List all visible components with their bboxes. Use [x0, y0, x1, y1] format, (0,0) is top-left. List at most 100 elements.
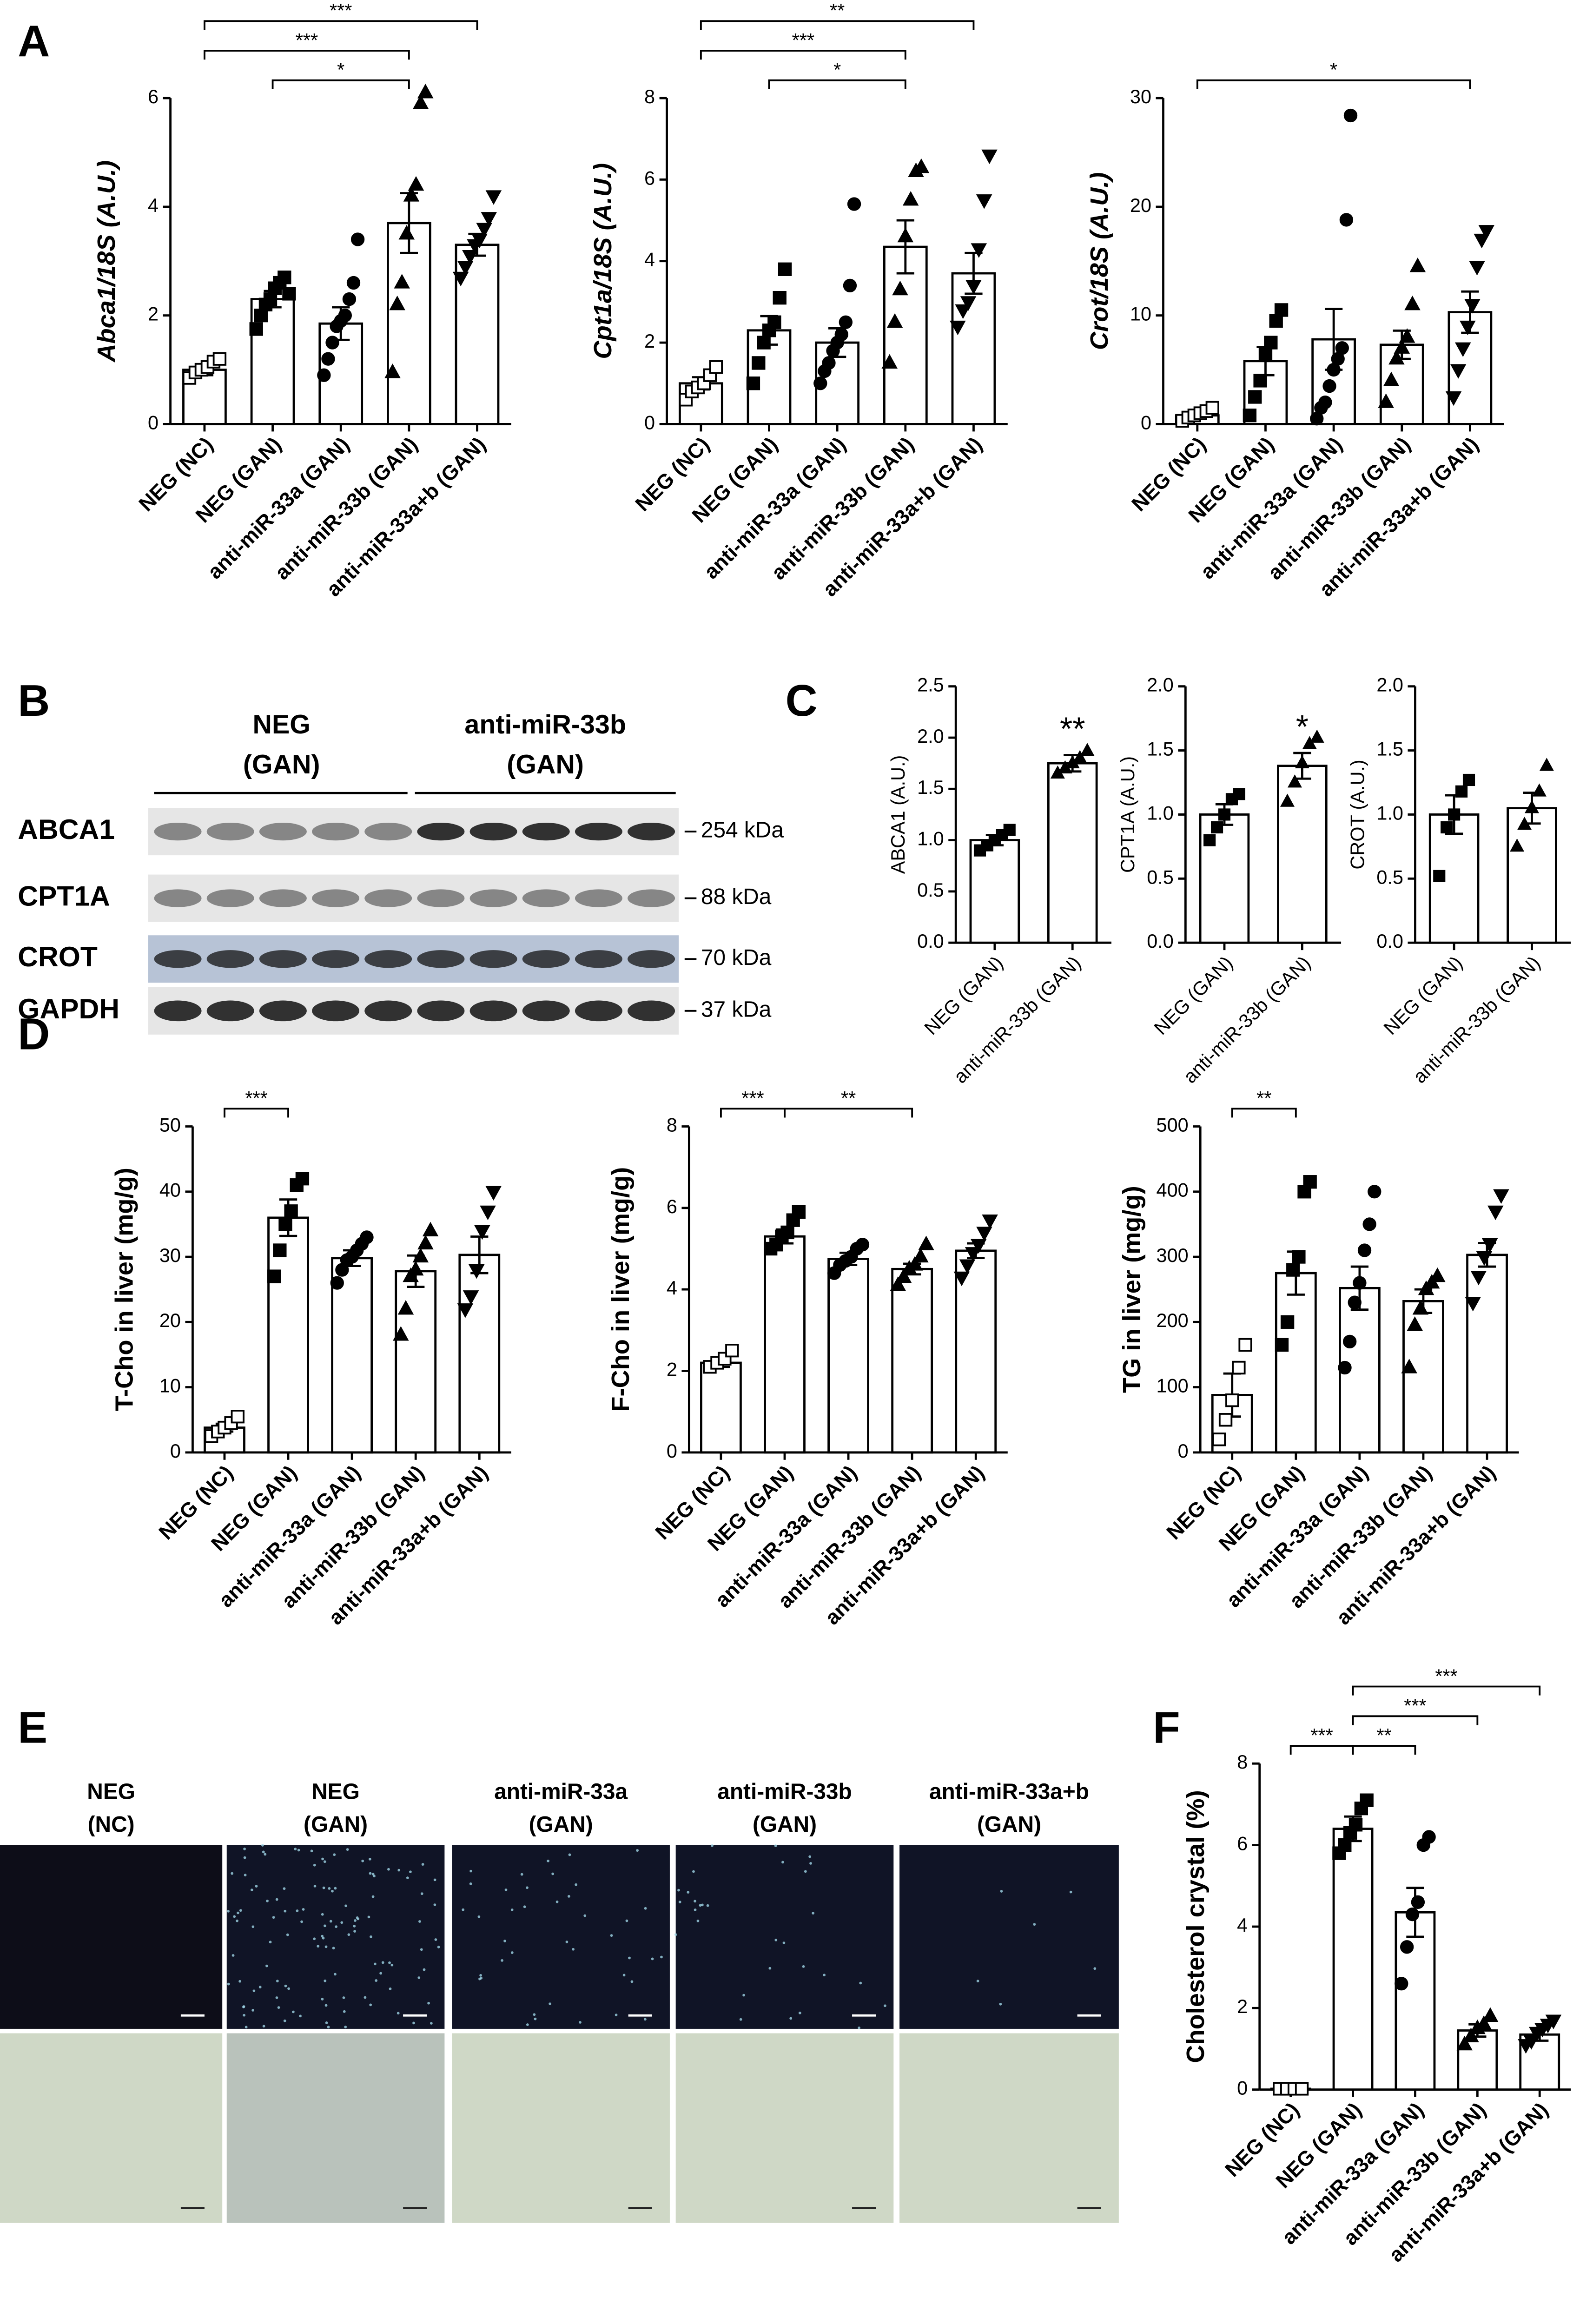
data-point [971, 243, 987, 258]
protein-label: GAPDH [18, 993, 119, 1024]
y-tick-label: 10 [159, 1375, 181, 1397]
crystal-speck [409, 1870, 412, 1874]
crystal-speck [469, 1882, 472, 1885]
y-tick-label: 0 [1178, 1440, 1189, 1462]
data-point [971, 1239, 987, 1254]
crystal-speck [884, 2004, 886, 2007]
data-point [709, 360, 723, 374]
blot-band [575, 1000, 622, 1022]
crystal-speck [583, 1914, 587, 1917]
crystal-speck [347, 1933, 350, 1936]
sig-label: *** [1310, 1724, 1333, 1746]
blot-band [522, 889, 570, 907]
data-point [1210, 821, 1223, 834]
data-point [780, 1225, 794, 1240]
data-point [1510, 838, 1525, 852]
data-point [1524, 800, 1540, 813]
crystal-speck [1000, 1890, 1003, 1893]
data-point [457, 1303, 474, 1318]
crystal-speck [266, 1899, 269, 1902]
y-tick-label: 30 [1130, 86, 1151, 107]
crystal-speck [644, 2018, 647, 2021]
data-point [212, 352, 227, 366]
data-point [1292, 1250, 1306, 1264]
crystal-speck [808, 1855, 811, 1858]
sig-label: ** [841, 1087, 856, 1109]
data-point [1302, 736, 1317, 749]
y-tick-label: 300 [1157, 1244, 1189, 1266]
crystal-speck [462, 1908, 465, 1911]
data-point [1462, 773, 1475, 786]
y-tick-label: 40 [159, 1179, 181, 1201]
crystal-speck [547, 1859, 549, 1862]
data-point [1399, 328, 1415, 343]
crystal-speck [300, 1920, 303, 1923]
blot-group-label: (GAN) [243, 750, 320, 779]
crystal-speck [324, 1924, 326, 1928]
crystal-speck [696, 1919, 700, 1922]
sig-bracket [1231, 1108, 1297, 1118]
crystal-speck [243, 1848, 246, 1850]
blot-band [364, 1000, 412, 1022]
data-point [897, 227, 914, 243]
crystal-speck [243, 2014, 245, 2017]
crystal-speck [711, 1844, 714, 1847]
crystal-speck [420, 1892, 423, 1895]
data-point [778, 262, 792, 276]
blot-band [206, 822, 254, 841]
sig-bracket [768, 79, 906, 89]
blot-band [154, 1000, 202, 1022]
data-point [1212, 1433, 1226, 1446]
data-point [389, 295, 405, 310]
crystal-speck [694, 1908, 697, 1911]
data-point [1465, 1297, 1481, 1312]
crystal-speck [313, 1863, 316, 1867]
crystal-speck [1069, 1890, 1072, 1894]
crystal-speck [565, 1941, 568, 1943]
crystal-speck [368, 1858, 371, 1861]
data-point [902, 191, 919, 206]
sig-label: * [833, 59, 841, 81]
data-point [1335, 341, 1349, 355]
data-point [417, 84, 434, 99]
crystal-speck [324, 2004, 328, 2007]
data-point [1470, 1270, 1487, 1286]
y-tick-label: 2 [1237, 1995, 1248, 2017]
micrograph-label: (NC) [88, 1812, 135, 1837]
crystal-speck [417, 1976, 421, 1979]
blot-band [417, 822, 465, 841]
bar [1277, 765, 1328, 944]
data-point [1407, 1316, 1423, 1331]
crystal-speck [677, 1888, 680, 1892]
crystal-speck [430, 2022, 433, 2025]
y-tick-label: 1.0 [1376, 802, 1403, 824]
sig-label: * [337, 59, 344, 81]
sig-bracket [204, 50, 410, 60]
y-tick-label: 1.0 [917, 828, 944, 850]
sig-label: *** [330, 0, 352, 21]
bar [387, 222, 431, 425]
panel-label: C [786, 676, 818, 726]
bar [1332, 1828, 1374, 2091]
panel-label: E [18, 1703, 47, 1752]
data-point [792, 1205, 806, 1219]
crystal-speck [275, 1898, 278, 1901]
y-tick-label: 0.5 [1147, 866, 1174, 888]
data-point [965, 280, 982, 295]
crystal-speck [333, 1853, 336, 1856]
crystal-speck [739, 2018, 742, 2021]
sig-bracket [1352, 1745, 1416, 1755]
data-point [752, 356, 766, 370]
crystal-speck [361, 1859, 364, 1862]
data-point [1218, 1413, 1233, 1427]
data-point [407, 1261, 424, 1276]
blot-band [154, 822, 202, 841]
crystal-speck [651, 1957, 654, 1961]
crystal-speck [287, 1987, 290, 1990]
data-point [284, 1204, 298, 1218]
data-point [1478, 225, 1495, 240]
blot-group-label: NEG [253, 710, 311, 739]
crystal-speck [284, 1984, 287, 1987]
blot-band [364, 822, 412, 841]
y-tick-label: 500 [1157, 1114, 1189, 1136]
